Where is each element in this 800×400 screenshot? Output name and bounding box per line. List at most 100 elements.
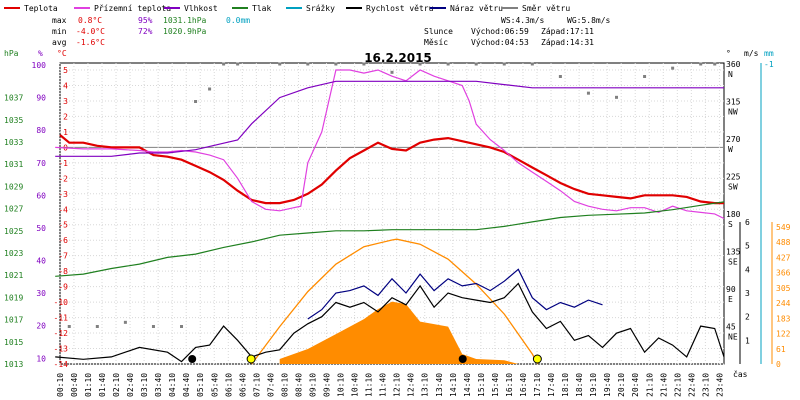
stat-min-temp: -4.0°C [76,27,105,36]
humidity-tick: 100 [32,61,47,70]
humidity-tick: 70 [36,159,46,168]
temperature-tick: -1 [58,159,68,168]
pressure-tick: 1033 [4,138,23,147]
series-layer [55,62,725,363]
humidity-tick: 80 [36,126,46,135]
x-tick-label: 10:10 [337,373,346,397]
x-tick-label: 17:40 [547,373,556,397]
chart-title: 16.2.2015 [364,51,432,65]
solar-tick: 244 [776,299,791,308]
wind-stat-wg: WG:5.8m/s [567,16,611,25]
temperature-tick: -5 [58,221,68,230]
x-tick-label: 09:40 [323,373,332,397]
wind-direction-point [418,62,422,66]
stat-max-press: 1031.1hPa [163,16,207,25]
wind-direction-point [278,62,282,66]
wind-tick: 5 [745,242,750,251]
solar-tick: 488 [776,238,791,247]
stat-min-label: min [52,27,67,36]
x-tick-label: 06:40 [238,373,247,397]
pressure-tick: 1019 [4,293,23,302]
x-tick-label: 04:10 [168,373,177,397]
wind-tick: 4 [745,265,750,274]
pressure-tick: 1035 [4,116,23,125]
humidity-tick: 50 [36,224,46,233]
stat-max-hum: 95% [138,16,153,25]
sun-marker [246,354,256,364]
stats-block: max 0.8°C 95% 1031.1hPa 0.0mm min -4.0°C… [52,16,250,47]
x-tick-label: 13:10 [421,373,430,397]
pressure-tick: 1015 [4,338,23,347]
solar-tick: 122 [776,330,791,339]
x-tick-label: 22:40 [687,373,696,397]
x-tick-label: 15:40 [491,373,500,397]
temperature-tick: 2 [63,112,68,121]
direction-tick: 90 [726,285,736,294]
moon-set: Západ:14:31 [541,38,594,47]
direction-tick: 225 [726,173,741,182]
x-tick-label: 13:40 [435,373,444,397]
wind-direction-point [334,62,338,66]
series-line-rychlost-v-tru [55,282,725,363]
x-tick-label: 11:10 [365,373,374,397]
legend: Teplota Přízemní teplota Vlhkost Tlak Srážky… [4,4,570,13]
temperature-tick: -12 [54,329,69,338]
wind-unit: m/s [744,49,759,58]
humidity-tick: 10 [36,354,46,363]
legend-label: Rychlost větru [366,4,434,13]
solar-tick: 549 [776,223,791,232]
compass-tick: NW [728,108,738,117]
compass-tick: W [728,145,733,154]
wind-direction-point [615,95,619,99]
compass-tick: SE [728,258,738,267]
sun-label: Slunce [424,27,453,36]
x-tick-label: 12:40 [407,373,416,397]
solar-tick: 366 [776,269,791,278]
legend-label: Přízemní teplota [94,4,171,13]
compass-tick: S [728,220,733,229]
x-tick-label: 02:40 [126,373,135,397]
humidity-tick: 60 [36,191,46,200]
x-tick-label: 22:10 [673,373,682,397]
x-tick-label: 19:40 [603,373,612,397]
x-tick-label: 23:40 [715,373,724,397]
wind-direction-point [151,325,155,328]
x-tick-label: 08:10 [280,373,289,397]
solar-tick: 305 [776,284,791,293]
humidity-tick: 30 [36,289,46,298]
wind-direction-point [474,62,478,66]
wind-direction-point [643,75,647,78]
temperature-tick: -10 [54,298,69,307]
compass-tick: N [728,70,733,79]
humidity-tick: 90 [36,94,46,103]
moon-rise: Východ:04:53 [471,38,529,47]
series-line-p-zemn-teplota [55,69,725,220]
legend-label: Srážky [306,4,335,13]
temperature-tick: -4 [58,205,68,214]
series-line-n-raz-v-tru [307,268,603,320]
x-tick-label: 15:10 [477,373,486,397]
series-line-teplota [59,134,724,205]
x-tick-label: 05:40 [210,373,219,397]
temperature-tick: -13 [54,345,69,354]
solar-radiation-area [279,301,519,364]
x-tick-label: 05:10 [196,373,205,397]
wind-direction-point [586,91,590,95]
x-tick-label: 10:40 [351,373,360,397]
direction-tick: 360 [726,60,741,69]
x-tick-label: 11:40 [379,373,388,397]
x-tick-label: 19:10 [589,373,598,397]
temperature-tick: -7 [58,252,68,261]
x-tick-label: 07:10 [252,373,261,397]
pressure-tick: 1023 [4,249,23,258]
x-tick-label: 00:40 [70,373,79,397]
x-tick-label: 02:10 [112,373,121,397]
x-tick-label: 07:40 [266,373,275,397]
x-axis-label: čas [733,369,748,379]
pressure-unit: hPa [4,49,19,58]
x-tick-label: 18:10 [561,373,570,397]
x-tick-label: 23:10 [701,373,710,397]
x-tick-label: 01:10 [84,373,93,397]
